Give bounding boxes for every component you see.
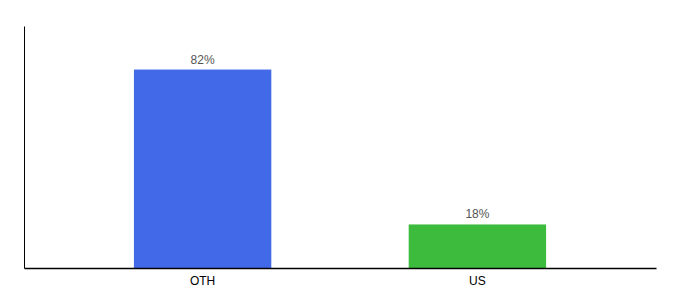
data-labels: 82% 18% [191,53,490,222]
data-label: 18% [465,207,489,221]
bar [134,70,271,268]
y-axis-line [24,27,25,269]
plot: OTH US 82% 18% [25,27,657,288]
x-tick-label: US [469,274,486,288]
chart: OTH US 82% 18% [0,0,680,300]
x-tick: OTH [190,274,215,288]
x-axis-line [25,268,657,270]
bars [134,70,546,268]
x-tick: US [469,274,486,288]
x-axis: OTH US [25,269,657,288]
bar [409,224,546,268]
data-label: 82% [191,53,215,67]
y-axis [24,27,25,269]
x-tick-label: OTH [190,274,215,288]
